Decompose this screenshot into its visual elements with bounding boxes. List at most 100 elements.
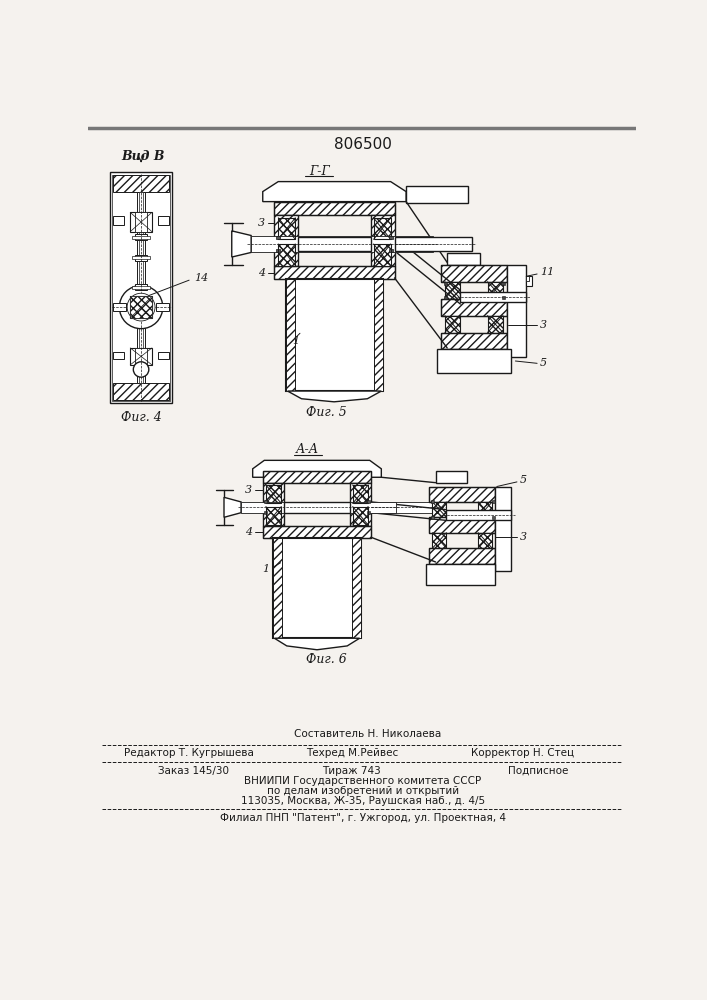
- Bar: [429, 548, 495, 564]
- Polygon shape: [436, 471, 467, 483]
- Bar: [446, 510, 510, 520]
- Bar: [284, 502, 349, 513]
- Bar: [429, 548, 495, 564]
- Bar: [137, 192, 145, 383]
- Bar: [266, 485, 281, 503]
- Polygon shape: [224, 497, 241, 517]
- Bar: [158, 216, 169, 225]
- Bar: [444, 296, 448, 299]
- Bar: [130, 296, 152, 318]
- Bar: [352, 538, 361, 638]
- Bar: [279, 218, 296, 239]
- Bar: [274, 202, 395, 215]
- Bar: [492, 516, 495, 519]
- Polygon shape: [232, 231, 251, 257]
- Bar: [263, 471, 371, 483]
- Bar: [502, 282, 506, 285]
- Bar: [441, 333, 507, 349]
- Bar: [279, 244, 296, 266]
- Bar: [488, 316, 503, 333]
- Bar: [444, 282, 448, 285]
- Bar: [478, 533, 492, 548]
- Text: 5: 5: [520, 475, 527, 485]
- Bar: [367, 500, 370, 503]
- Polygon shape: [274, 638, 360, 650]
- Bar: [373, 244, 391, 266]
- Bar: [478, 533, 492, 548]
- Text: 3: 3: [245, 485, 252, 495]
- Bar: [371, 502, 441, 513]
- Bar: [441, 299, 507, 316]
- Bar: [437, 349, 510, 373]
- Bar: [113, 175, 169, 192]
- Text: 5: 5: [540, 358, 547, 368]
- Text: Г-Г: Г-Г: [309, 165, 329, 178]
- Bar: [132, 256, 151, 259]
- Bar: [266, 507, 281, 525]
- Circle shape: [127, 293, 155, 321]
- Bar: [135, 348, 147, 365]
- Bar: [433, 502, 446, 517]
- Text: по делам изобретений и открытий: по делам изобретений и открытий: [267, 786, 459, 796]
- Bar: [264, 511, 267, 514]
- Text: 4: 4: [245, 527, 252, 537]
- Bar: [373, 218, 391, 239]
- Bar: [135, 284, 147, 290]
- Bar: [274, 202, 395, 215]
- Bar: [373, 218, 391, 239]
- Text: 806500: 806500: [334, 137, 392, 152]
- Text: Составитель Н. Николаева: Составитель Н. Николаева: [293, 729, 441, 739]
- Bar: [110, 172, 172, 403]
- Bar: [132, 235, 151, 239]
- Bar: [429, 517, 495, 533]
- Bar: [273, 538, 361, 638]
- Bar: [113, 383, 169, 400]
- Text: 4: 4: [258, 268, 265, 278]
- Bar: [130, 348, 152, 365]
- Bar: [135, 255, 147, 261]
- Bar: [266, 485, 281, 503]
- Bar: [273, 538, 282, 638]
- Bar: [286, 279, 296, 391]
- Bar: [279, 244, 296, 266]
- Bar: [274, 266, 395, 279]
- Bar: [441, 299, 507, 316]
- Bar: [276, 235, 280, 239]
- Circle shape: [119, 286, 163, 329]
- Bar: [241, 502, 396, 513]
- Bar: [406, 186, 468, 203]
- Text: Редактор Т. Кугрышева: Редактор Т. Кугрышева: [124, 748, 254, 758]
- Bar: [266, 507, 281, 525]
- Bar: [373, 279, 383, 391]
- Polygon shape: [252, 460, 381, 477]
- Bar: [158, 352, 169, 359]
- Bar: [395, 237, 472, 251]
- Bar: [263, 483, 284, 526]
- Text: ВНИИПИ Государственного комитета СССР: ВНИИПИ Государственного комитета СССР: [244, 776, 481, 786]
- Bar: [264, 500, 267, 503]
- Text: 1: 1: [292, 336, 299, 346]
- Bar: [353, 485, 368, 503]
- Bar: [460, 292, 526, 302]
- Bar: [274, 266, 395, 279]
- Polygon shape: [288, 391, 381, 402]
- Bar: [445, 316, 460, 333]
- Circle shape: [134, 362, 149, 377]
- Bar: [433, 502, 446, 517]
- Bar: [263, 526, 371, 538]
- Bar: [441, 265, 507, 282]
- Text: Корректор Н. Стец: Корректор Н. Стец: [471, 748, 574, 758]
- Bar: [429, 487, 495, 502]
- Text: Техред М.Рейвес: Техред М.Рейвес: [305, 748, 398, 758]
- Text: 113035, Москва, Ж-35, Раушская наб., д. 4/5: 113035, Москва, Ж-35, Раушская наб., д. …: [240, 796, 485, 806]
- Bar: [276, 249, 280, 252]
- Polygon shape: [263, 182, 406, 202]
- Bar: [353, 507, 368, 525]
- Bar: [274, 215, 298, 266]
- Bar: [371, 215, 395, 266]
- Bar: [113, 303, 127, 311]
- Bar: [263, 471, 371, 483]
- Text: А-А: А-А: [296, 443, 320, 456]
- Text: 3: 3: [258, 218, 265, 228]
- Bar: [353, 485, 368, 503]
